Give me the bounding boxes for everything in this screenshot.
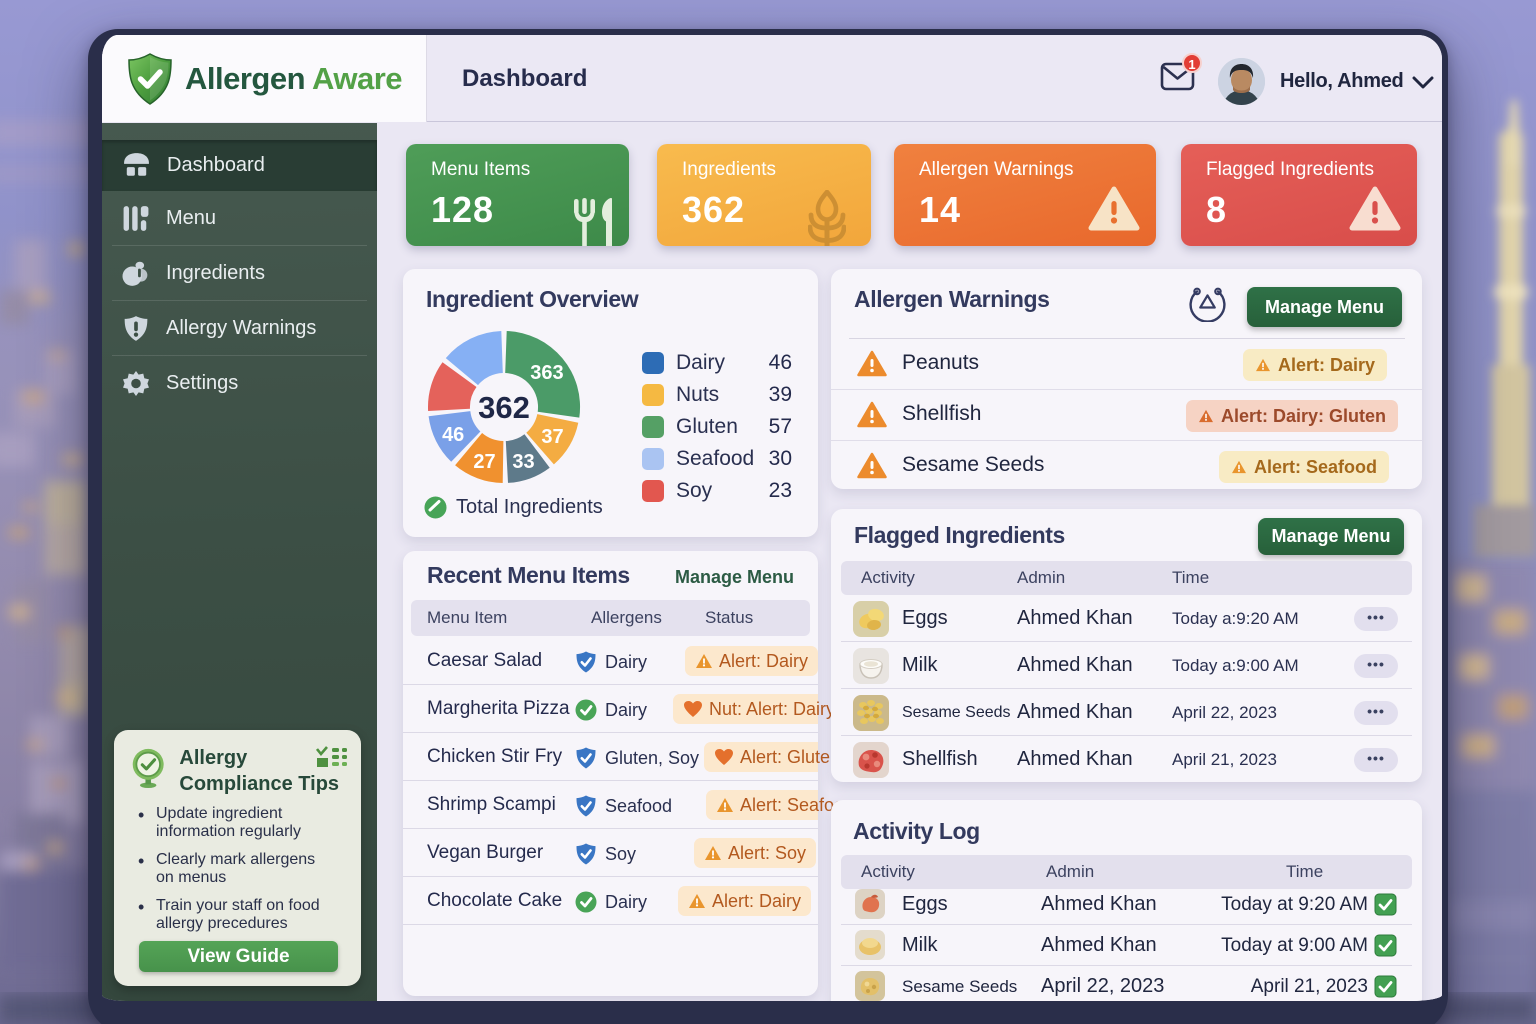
svg-text:33: 33 — [512, 451, 534, 473]
svg-text:46: 46 — [442, 424, 464, 446]
svg-text:362: 362 — [478, 390, 530, 425]
svg-text:27: 27 — [473, 451, 495, 473]
svg-text:37: 37 — [541, 426, 563, 448]
svg-text:363: 363 — [530, 362, 563, 384]
